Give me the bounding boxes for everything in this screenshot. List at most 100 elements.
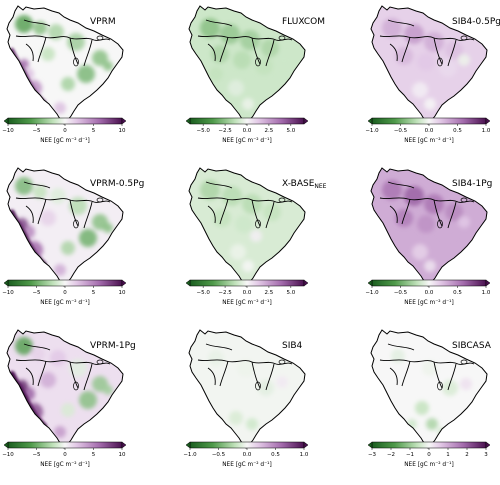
river-line <box>83 39 93 67</box>
colorbar: −1.0 −0.5 0.0 0.5 1.0 NEE [gC m⁻² d⁻¹] <box>183 441 309 468</box>
nee-cell <box>415 401 429 415</box>
nee-cell <box>442 380 458 396</box>
colorbar-tick-label: 0.0 <box>243 452 252 458</box>
nee-cell <box>246 418 258 430</box>
panel-title: VPRM-0.5Pg <box>90 179 144 189</box>
river-line <box>389 205 398 224</box>
colorbar-label: NEE [gC m⁻² d⁻¹] <box>404 461 454 468</box>
river-line <box>447 201 457 229</box>
nee-cell <box>54 102 66 114</box>
colorbar-tick-label: −2.5 <box>218 290 232 296</box>
colorbar-tick-label: 0 <box>427 452 431 458</box>
nee-cell <box>61 241 75 255</box>
coastline <box>188 5 306 125</box>
colorbar-extend-min <box>185 117 191 125</box>
lake-outline <box>437 219 443 229</box>
panel-title: SIB4-0.5Pg <box>452 17 500 27</box>
nee-cell <box>209 67 223 81</box>
colorbar-tick-label: 0 <box>63 128 67 134</box>
colorbar-tick-label: −2.5 <box>218 128 232 134</box>
map-panel: VPRM-1Pg −10 −5 0 5 10 NEE [gC m⁻² d⁻¹] <box>2 329 136 468</box>
river-line <box>389 367 398 386</box>
lake-outline <box>73 219 79 229</box>
river-line <box>69 361 79 389</box>
colorbar-gradient <box>7 117 123 125</box>
nee-cell <box>276 376 288 388</box>
nee-cell <box>15 177 33 195</box>
nee-cell <box>250 230 262 242</box>
colorbar-tick-label: 0.0 <box>243 290 252 296</box>
nee-cell <box>50 350 66 366</box>
island-outline <box>96 197 104 203</box>
colorbar-tick-label: −2 <box>387 452 395 458</box>
map-panel: SIB4-1Pg −1.0 −0.5 0.0 0.5 1.0 NEE [gC m⁻² d⁻¹… <box>365 167 492 306</box>
coastline <box>370 329 488 449</box>
river-line <box>389 43 398 62</box>
nee-cell <box>277 53 291 67</box>
panel-title: FLUXCOM <box>282 17 325 27</box>
river-line <box>447 39 457 67</box>
colorbar-extend-min <box>367 441 373 449</box>
river-line <box>265 39 275 67</box>
river-line <box>387 181 415 189</box>
colorbar-label: NEE [gC m⁻² d⁻¹] <box>222 461 272 468</box>
lake-outline <box>437 381 443 391</box>
nee-cell <box>92 50 108 66</box>
nee-cell <box>61 403 75 417</box>
river-line <box>205 19 233 27</box>
map-panel: VPRM −10 −5 0 5 10 NEE [gC m⁻² d⁻¹] <box>2 5 127 144</box>
nee-cell <box>67 33 85 51</box>
river-line <box>23 181 51 189</box>
colorbar-extend-max <box>485 279 491 287</box>
map-region <box>370 167 488 287</box>
nee-cell <box>233 51 251 69</box>
river-line <box>25 367 34 386</box>
map-panel: SIBCASA −3 −2 −1 0 1 2 3 NEE [gC m⁻² d⁻¹] <box>367 329 492 468</box>
panel-title: X-BASENEE <box>282 179 327 190</box>
colorbar-tick-label: −5 <box>32 128 41 134</box>
colorbar-tick-label: 5.0 <box>286 128 295 134</box>
coastline <box>370 167 488 287</box>
panel-title: VPRM-1Pg <box>90 341 136 351</box>
colorbar-tick-label: 0.5 <box>453 128 462 134</box>
lake-outline <box>437 57 443 67</box>
nee-cell <box>54 264 66 276</box>
nee-cell <box>242 260 254 272</box>
colorbar-gradient <box>371 441 487 449</box>
river-line <box>251 37 261 65</box>
lake-outline <box>255 381 261 391</box>
island-outline <box>278 35 286 41</box>
river-line <box>265 363 275 391</box>
river-line <box>401 198 411 225</box>
nee-cell <box>458 54 470 66</box>
island-outline <box>278 197 286 203</box>
colorbar-extend-max <box>303 117 309 125</box>
colorbar-tick-label: 2.5 <box>265 290 274 296</box>
river-line <box>205 343 233 351</box>
nee-cell <box>208 350 224 366</box>
nee-cell <box>79 229 97 247</box>
nee-cell <box>404 186 424 206</box>
colorbar-tick-label: 0.0 <box>425 290 434 296</box>
colorbar-extend-min <box>3 441 9 449</box>
colorbar: −5.0 −2.5 0.0 2.5 5.0 NEE [gC m⁻² d⁻¹] <box>185 117 309 144</box>
colorbar-label: NEE [gC m⁻² d⁻¹] <box>222 137 272 144</box>
river-line <box>401 36 411 63</box>
colorbar-tick-label: 10 <box>119 128 126 134</box>
colorbar-tick-label: 10 <box>119 290 126 296</box>
map-panel: VPRM-0.5Pg −10 −5 0 5 10 NEE [gC m⁻² d⁻¹] <box>2 167 144 306</box>
river-line <box>433 361 443 389</box>
colorbar-tick-label: −10 <box>2 290 14 296</box>
colorbar: −3 −2 −1 0 1 2 3 NEE [gC m⁻² d⁻¹] <box>367 441 491 468</box>
nee-cell <box>40 372 56 388</box>
river-line <box>387 19 415 27</box>
colorbar-tick-label: 5 <box>92 128 96 134</box>
river-line <box>251 199 261 227</box>
island-outline <box>278 359 286 365</box>
colorbar-tick-label: 3 <box>484 452 488 458</box>
river-line <box>69 37 79 65</box>
panel-title: SIB4-1Pg <box>452 179 492 189</box>
colorbar-tick-label: −3 <box>368 452 377 458</box>
river-line <box>401 360 411 387</box>
